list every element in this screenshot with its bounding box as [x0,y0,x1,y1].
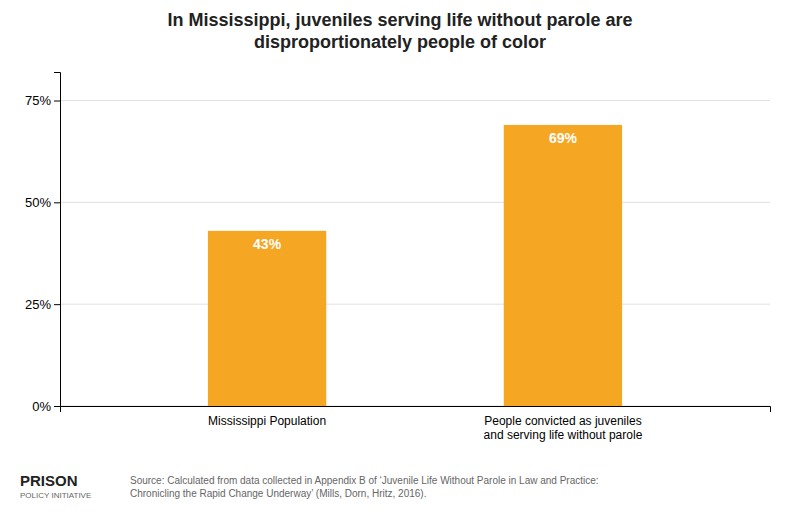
y-tick: 0% [32,399,60,414]
data-label: 43% [253,236,282,252]
y-tick-label: 0% [32,399,51,414]
grid [60,101,770,406]
x-tick-label-line: and serving life without parole [484,428,643,442]
title-line: disproportionately people of color [254,32,546,52]
grid-line [60,304,770,305]
x-tick: Mississippi Population [208,406,326,428]
data-labels: 43% 69% [253,130,577,252]
title: In Mississippi, juveniles serving life w… [167,10,632,52]
x-tick-label: People convicted as juvenilesand serving… [484,414,643,442]
y-axis-line [54,73,61,407]
logo-text: PRISON [20,472,78,489]
y-tick-mark [54,101,60,102]
bar [504,125,622,406]
annotations: PRISON POLICY INITIATIVE Source: Calculate… [20,472,599,500]
y-tick: 50% [25,195,60,210]
grid-line [60,202,770,203]
y-tick: 75% [25,93,60,108]
source-text: Source: Calculated from data collected i… [130,475,599,499]
x-tick-label-line: Mississippi Population [208,414,326,428]
x-tick: People convicted as juvenilesand serving… [484,406,643,442]
y-tick: 25% [25,297,60,312]
y-tick-label: 75% [25,93,51,108]
y-tick-mark [54,406,60,407]
chart: In Mississippi, juveniles serving life w… [0,0,800,526]
bar [208,231,326,406]
x-axis-line [61,407,771,413]
x-tick-label-line: People convicted as juveniles [484,414,641,428]
bars [208,125,622,406]
x-tick-label: Mississippi Population [208,414,326,428]
grid-line [60,100,770,101]
y-axis: 0% 25% 50% 75% [25,73,61,414]
logo-subtext: POLICY INITIATIVE [20,491,91,500]
y-tick-mark [54,202,60,203]
x-axis: Mississippi Population People convicted a… [61,406,771,442]
plot: 0% 25% 50% 75% Mississippi Population People … [25,73,771,442]
source-text-line: Source: Calculated from data collected i… [130,475,599,486]
data-label: 69% [549,130,578,146]
y-tick-label: 25% [25,297,51,312]
y-tick-label: 50% [25,195,51,210]
source-text-line: Chronicling the Rapid Change Underway’ (… [130,488,426,499]
y-tick-mark [54,304,60,305]
title-line: In Mississippi, juveniles serving life w… [167,10,632,30]
